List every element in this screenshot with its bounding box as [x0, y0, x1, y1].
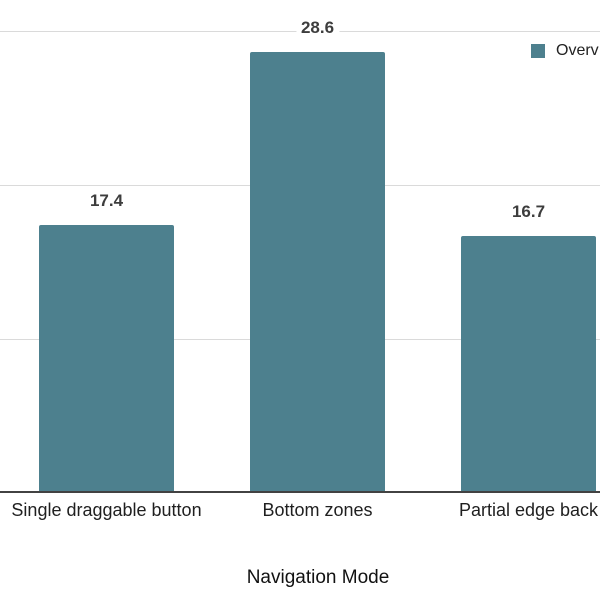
bar-value-label: 16.7	[506, 202, 551, 222]
x-axis-baseline	[0, 491, 600, 493]
bar-value-label: 17.4	[84, 191, 129, 211]
category-label: Single draggable button	[11, 500, 202, 520]
category-label: Bottom zones	[262, 500, 373, 520]
legend[interactable]: Overv	[531, 42, 599, 60]
bar-value-label: 28.6	[295, 18, 340, 38]
plot-area: 17.4 28.6 16.7	[0, 0, 600, 493]
bar-group: 16.7	[461, 0, 596, 493]
bar-group: 17.4	[39, 0, 174, 493]
bar[interactable]	[250, 52, 385, 493]
bar[interactable]	[461, 236, 596, 493]
legend-label: Overv	[556, 42, 599, 59]
bar-group: 28.6	[250, 0, 385, 493]
bar[interactable]	[39, 225, 174, 493]
legend-swatch-icon	[531, 44, 545, 58]
x-axis-title: Navigation Mode	[246, 567, 390, 588]
category-label: Partial edge back	[458, 500, 599, 520]
